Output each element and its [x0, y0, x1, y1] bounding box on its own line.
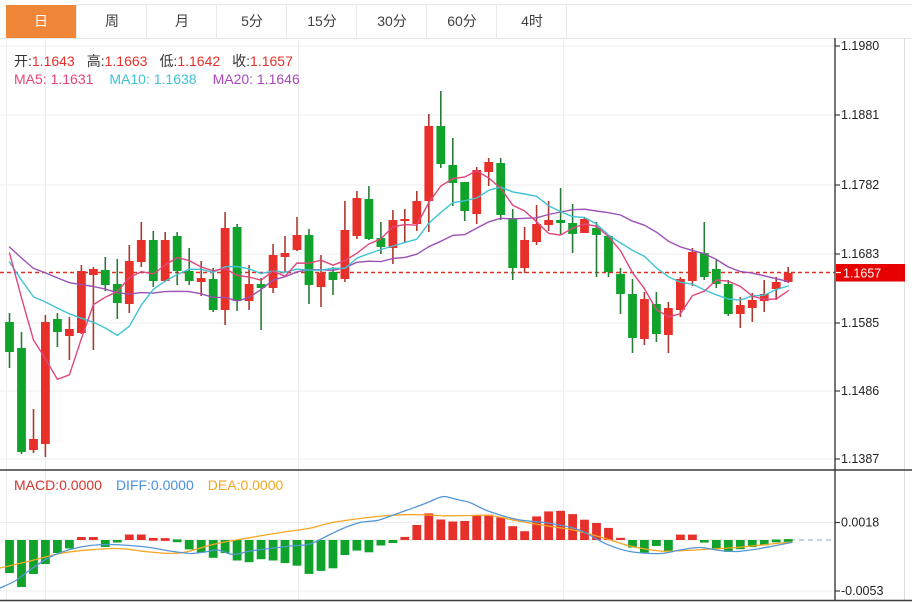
svg-text:1.1387: 1.1387	[841, 452, 879, 466]
svg-text:1.1585: 1.1585	[841, 316, 879, 330]
svg-text:-0.0053: -0.0053	[841, 584, 883, 598]
svg-text:1.1683: 1.1683	[841, 247, 879, 261]
svg-text:1.1980: 1.1980	[841, 39, 879, 53]
svg-text:1.1657: 1.1657	[843, 266, 881, 280]
svg-text:0.0018: 0.0018	[841, 516, 879, 530]
svg-text:1.1782: 1.1782	[841, 178, 879, 192]
svg-text:1.1486: 1.1486	[841, 384, 879, 398]
svg-text:1.1881: 1.1881	[841, 108, 879, 122]
